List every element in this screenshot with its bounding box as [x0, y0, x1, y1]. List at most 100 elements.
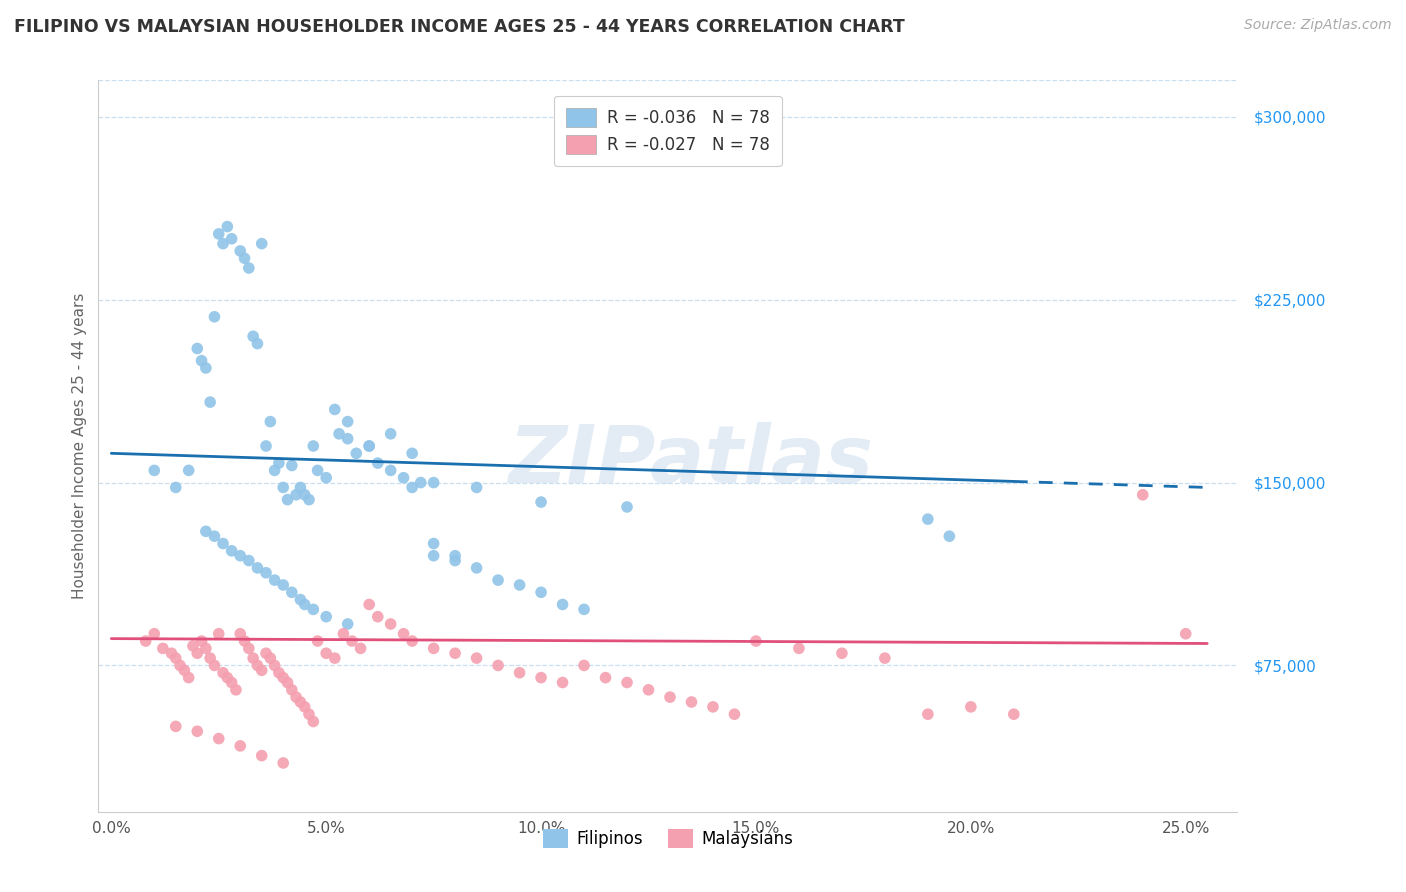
Point — [212, 536, 235, 550]
Point — [276, 492, 298, 507]
Legend: Filipinos, Malaysians: Filipinos, Malaysians — [536, 822, 800, 855]
Point — [165, 651, 187, 665]
Point — [267, 665, 290, 680]
Point — [294, 488, 316, 502]
Point — [401, 446, 423, 460]
Point — [938, 529, 960, 543]
Point — [165, 480, 187, 494]
Point — [380, 617, 402, 632]
Point — [177, 671, 200, 685]
Point — [267, 456, 290, 470]
Point — [959, 699, 981, 714]
Point — [208, 626, 231, 640]
Point — [302, 439, 325, 453]
Point — [238, 260, 260, 275]
Point — [250, 663, 273, 677]
Point — [238, 553, 260, 567]
Point — [551, 675, 574, 690]
Point — [165, 719, 187, 733]
Point — [290, 480, 312, 494]
Point — [194, 641, 217, 656]
Point — [616, 675, 638, 690]
Point — [229, 739, 252, 753]
Point — [190, 353, 212, 368]
Point — [917, 707, 939, 722]
Point — [787, 641, 810, 656]
Point — [465, 651, 488, 665]
Point — [595, 671, 617, 685]
Point — [359, 598, 381, 612]
Point — [194, 361, 217, 376]
Point — [290, 695, 312, 709]
Point — [186, 342, 208, 356]
Point — [873, 651, 896, 665]
Point — [186, 724, 208, 739]
Point — [444, 553, 467, 567]
Point — [637, 682, 659, 697]
Y-axis label: Householder Income Ages 25 - 44 years: Householder Income Ages 25 - 44 years — [72, 293, 87, 599]
Point — [212, 236, 235, 251]
Point — [225, 682, 247, 697]
Point — [831, 646, 853, 660]
Point — [152, 641, 174, 656]
Point — [229, 549, 252, 563]
Point — [254, 646, 277, 660]
Point — [198, 651, 221, 665]
Point — [177, 463, 200, 477]
Point — [572, 602, 595, 616]
Point — [221, 232, 243, 246]
Point — [263, 463, 285, 477]
Point — [444, 549, 467, 563]
Point — [186, 646, 208, 660]
Point — [246, 658, 269, 673]
Point — [444, 646, 467, 660]
Point — [328, 426, 350, 441]
Text: Source: ZipAtlas.com: Source: ZipAtlas.com — [1244, 18, 1392, 32]
Point — [702, 699, 724, 714]
Point — [194, 524, 217, 539]
Point — [229, 626, 252, 640]
Point — [336, 415, 359, 429]
Point — [246, 336, 269, 351]
Point — [250, 748, 273, 763]
Point — [221, 675, 243, 690]
Point — [323, 651, 346, 665]
Point — [367, 456, 389, 470]
Point — [422, 641, 444, 656]
Point — [242, 329, 264, 343]
Point — [271, 671, 294, 685]
Point — [422, 475, 444, 490]
Point — [263, 573, 285, 587]
Point — [380, 426, 402, 441]
Point — [302, 602, 325, 616]
Point — [238, 641, 260, 656]
Point — [276, 675, 298, 690]
Point — [169, 658, 191, 673]
Point — [409, 475, 432, 490]
Point — [181, 639, 204, 653]
Point — [422, 549, 444, 563]
Text: ZIPatlas: ZIPatlas — [508, 422, 873, 500]
Point — [143, 626, 166, 640]
Point — [323, 402, 346, 417]
Point — [173, 663, 195, 677]
Point — [340, 634, 363, 648]
Point — [509, 578, 531, 592]
Point — [259, 415, 281, 429]
Point — [723, 707, 745, 722]
Point — [271, 480, 294, 494]
Point — [1002, 707, 1025, 722]
Point — [486, 573, 509, 587]
Point — [204, 529, 226, 543]
Point — [359, 439, 381, 453]
Point — [212, 665, 235, 680]
Point — [392, 471, 415, 485]
Point — [233, 634, 256, 648]
Point — [572, 658, 595, 673]
Point — [509, 665, 531, 680]
Point — [285, 690, 308, 705]
Point — [367, 609, 389, 624]
Point — [135, 634, 157, 648]
Point — [250, 236, 273, 251]
Point — [254, 566, 277, 580]
